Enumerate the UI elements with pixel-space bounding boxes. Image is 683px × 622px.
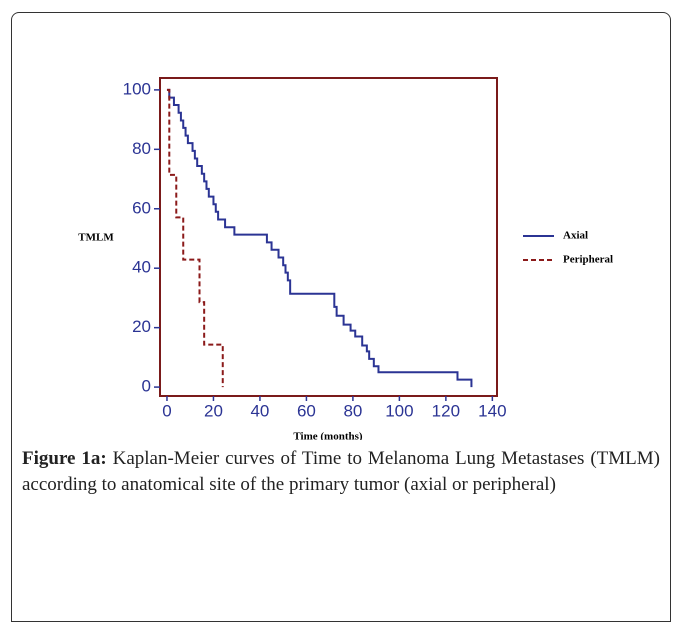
legend-label: Peripheral bbox=[563, 254, 613, 266]
caption: Figure 1a: Kaplan-Meier curves of Time t… bbox=[22, 446, 660, 498]
x-tick-label: 140 bbox=[478, 401, 506, 420]
legend-label: Axial bbox=[563, 230, 588, 242]
y-axis-label: TMLM bbox=[78, 232, 114, 244]
y-tick-label: 80 bbox=[132, 139, 151, 158]
y-tick-label: 60 bbox=[132, 198, 151, 217]
survival-curve bbox=[166, 88, 224, 388]
x-tick-label: 60 bbox=[297, 401, 316, 420]
x-tick-label: 100 bbox=[385, 401, 413, 420]
plot-frame bbox=[159, 77, 498, 397]
caption-text: Kaplan-Meier curves of Time to Melanoma … bbox=[22, 448, 661, 495]
x-axis-label: Time (months) bbox=[293, 431, 362, 440]
y-tick-label: 20 bbox=[132, 317, 151, 336]
x-tick-label: 120 bbox=[432, 401, 460, 420]
y-tick-label: 0 bbox=[142, 377, 151, 396]
page: TMLM Time (months) 0 20 40 60 80 100 0 20 40 60 80… bbox=[11, 12, 671, 622]
x-tick-label: 20 bbox=[204, 401, 223, 420]
y-tick-label: 100 bbox=[123, 79, 151, 98]
caption-label: Figure 1a: bbox=[22, 448, 107, 469]
x-tick-label: 80 bbox=[343, 401, 362, 420]
y-tick-label: 40 bbox=[132, 258, 151, 277]
x-tick-label: 0 bbox=[162, 401, 171, 420]
x-tick-label: 40 bbox=[250, 401, 269, 420]
chart: TMLM Time (months) 0 20 40 60 80 100 0 20 40 60 80… bbox=[78, 77, 613, 440]
survival-curve bbox=[166, 88, 473, 388]
